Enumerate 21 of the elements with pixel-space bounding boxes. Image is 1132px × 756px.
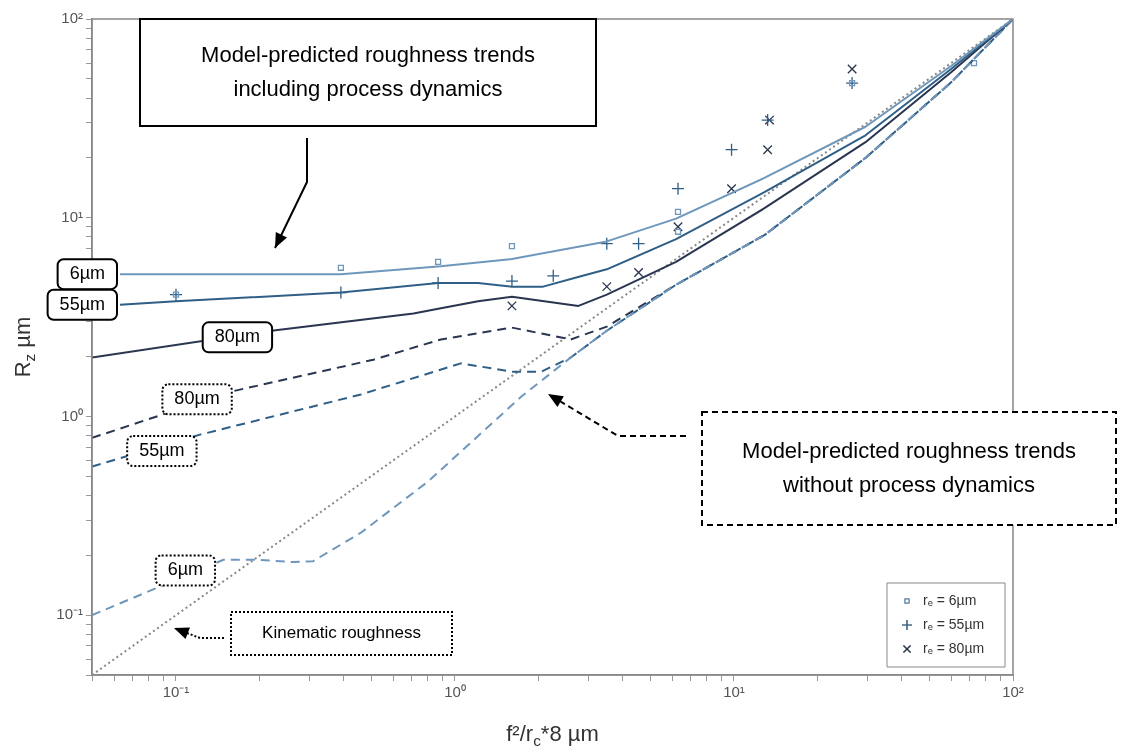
annotation: 80µm bbox=[174, 388, 220, 409]
annotation: 6µm bbox=[69, 263, 106, 284]
legend-label: rₑ = 80µm bbox=[923, 639, 985, 656]
annotation: Model-predicted roughness trends without process dynamics bbox=[742, 437, 1076, 497]
annotation: 55µm bbox=[139, 439, 185, 460]
legend-label: rₑ = 6µm bbox=[923, 591, 977, 608]
legend-label: rₑ = 55µm bbox=[923, 615, 985, 632]
annotation: 6µm bbox=[167, 559, 204, 580]
y-axis-title: Rz µm bbox=[10, 316, 38, 378]
x-tick-label: 10¹ bbox=[723, 683, 745, 701]
x-tick-label: 10⁻¹ bbox=[162, 683, 190, 701]
annotation: Kinematic roughness bbox=[262, 623, 421, 643]
annotation: Model-predicted roughness trends including process dynamics bbox=[201, 41, 535, 101]
y-tick-label: 10¹ bbox=[61, 207, 83, 225]
x-tick-label: 10² bbox=[1002, 683, 1024, 701]
y-tick-label: 10⁻¹ bbox=[56, 605, 83, 623]
annotation: 80µm bbox=[214, 326, 261, 347]
y-tick-label: 10⁰ bbox=[61, 406, 83, 424]
y-tick-label: 10² bbox=[61, 9, 83, 27]
annotation: 55µm bbox=[59, 293, 106, 314]
x-tick-label: 10⁰ bbox=[444, 683, 466, 701]
